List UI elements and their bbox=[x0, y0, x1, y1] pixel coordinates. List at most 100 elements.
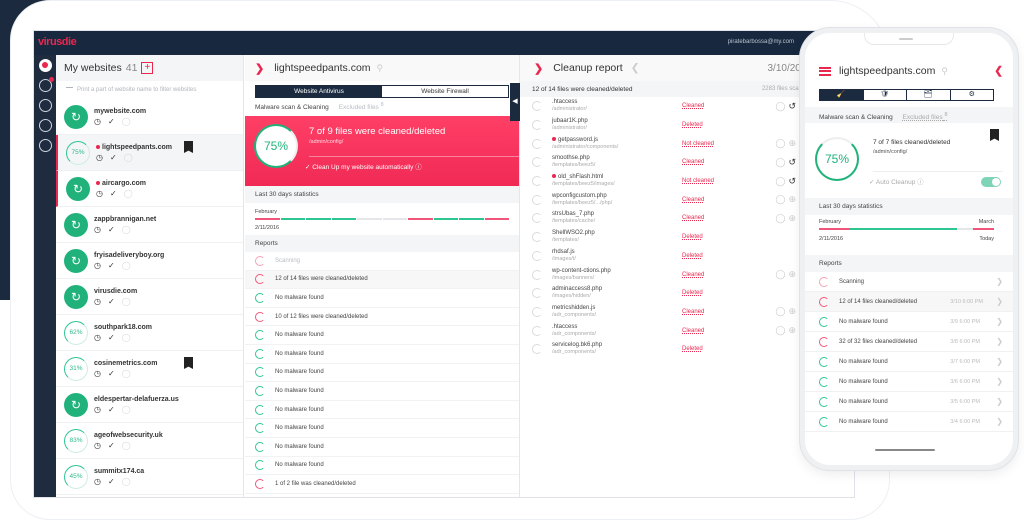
mobile-report-row[interactable]: No malware found 3/7 6:00 PM ❯ bbox=[805, 352, 1013, 372]
antivirus-icon[interactable] bbox=[38, 77, 54, 92]
report-row[interactable]: No malware found bbox=[245, 364, 519, 383]
file-row[interactable]: rhdsaf.js/images/t/ Deleted bbox=[520, 247, 820, 266]
excluded-files-link[interactable]: Excluded files 8 bbox=[902, 112, 948, 122]
cleanup-icon[interactable]: ✓ bbox=[109, 188, 117, 198]
mobile-report-row[interactable]: No malware found 3/4 6:00 PM ❯ bbox=[805, 412, 1013, 432]
add-exclusion-icon[interactable]: ⊕ bbox=[788, 269, 796, 280]
shield-icon[interactable]: ◯ bbox=[121, 116, 131, 126]
website-item[interactable]: itisprotected.com ◷✓◯ bbox=[56, 495, 243, 497]
search-icon[interactable]: ⚲ bbox=[376, 62, 384, 73]
search-icon[interactable]: ⚲ bbox=[941, 65, 948, 76]
shield-icon[interactable]: ◯ bbox=[121, 224, 131, 234]
websites-icon[interactable] bbox=[38, 59, 52, 72]
add-exclusion-icon[interactable]: ⊕ bbox=[788, 194, 796, 205]
clock-icon[interactable]: ◷ bbox=[94, 296, 101, 306]
clock-icon[interactable]: ◷ bbox=[94, 332, 101, 342]
website-item[interactable]: ↻ aircargo.com ◷ ✓ ◯ bbox=[56, 171, 243, 207]
cleanup-icon[interactable]: ✓ bbox=[107, 440, 115, 450]
file-row[interactable]: old_shFlash.html/templates/beez5/images/… bbox=[520, 172, 820, 191]
website-item[interactable]: 45% summitx174.ca ◷ ✓ ◯ bbox=[56, 459, 243, 495]
firewall-icon[interactable] bbox=[38, 99, 52, 112]
tab-firewall[interactable]: Website Firewall bbox=[421, 88, 469, 95]
collapse-handle[interactable]: ◀ bbox=[510, 83, 520, 121]
clock-icon[interactable]: ◷ bbox=[94, 368, 101, 378]
back-icon[interactable]: ❮ bbox=[994, 65, 1003, 77]
file-row[interactable]: getpassword.js/administrator/components/… bbox=[520, 134, 820, 153]
auto-cleanup-link[interactable]: ✓ Clean Up my website automatically ⓘ bbox=[305, 164, 422, 171]
restore-icon[interactable]: ↺ bbox=[788, 175, 796, 186]
file-status-link[interactable]: Deleted bbox=[682, 252, 703, 259]
clock-icon[interactable]: ◷ bbox=[96, 188, 103, 198]
add-exclusion-icon[interactable]: ⊕ bbox=[788, 325, 796, 336]
auto-cleanup-toggle[interactable] bbox=[981, 177, 1001, 187]
file-status-link[interactable]: Cleaned bbox=[682, 271, 705, 278]
filter-input[interactable]: Print a part of website name to filter w… bbox=[56, 81, 243, 99]
report-row[interactable]: Scanning bbox=[245, 252, 519, 271]
website-item[interactable]: 31% cosinemetrics.com ◷ ✓ ◯ bbox=[56, 351, 243, 387]
comment-icon[interactable]: ◯ bbox=[775, 325, 786, 336]
file-row[interactable]: strsUbas_7.php/templates/cache/ Cleaned … bbox=[520, 209, 820, 228]
clock-icon[interactable]: ◷ bbox=[94, 404, 101, 414]
comment-icon[interactable]: ◯ bbox=[775, 306, 786, 317]
shield-icon[interactable]: ◯ bbox=[123, 188, 133, 198]
file-status-link[interactable]: Deleted bbox=[682, 346, 703, 353]
report-row[interactable]: No malware found bbox=[245, 382, 519, 401]
file-status-link[interactable]: Cleaned bbox=[682, 196, 705, 203]
mobile-report-row[interactable]: No malware found 3/9 6:00 PM ❯ bbox=[805, 312, 1013, 332]
shield-icon[interactable]: ◯ bbox=[121, 404, 131, 414]
file-status-link[interactable]: Cleaned bbox=[682, 103, 705, 110]
add-exclusion-icon[interactable]: ⊕ bbox=[788, 138, 796, 149]
file-status-link[interactable]: Not cleaned bbox=[682, 178, 715, 185]
file-row[interactable]: adminaccess8.php/images/hidden/ Deleted bbox=[520, 284, 820, 303]
mobile-report-row[interactable]: 32 of 32 files cleaned/deleted 3/8 6:00 P… bbox=[805, 332, 1013, 352]
report-row[interactable]: 1 of 2 file was cleaned/deleted bbox=[245, 475, 519, 494]
logout-icon[interactable] bbox=[38, 139, 52, 152]
cleanup-icon[interactable]: ✓ bbox=[107, 404, 115, 414]
file-row[interactable]: ShellWSO2.php/templates/ Deleted bbox=[520, 228, 820, 247]
add-website-button[interactable]: + bbox=[141, 62, 154, 74]
report-row[interactable]: No malware found bbox=[245, 401, 519, 420]
website-item[interactable]: ↻ mywebsite.com ◷ ✓ ◯ bbox=[56, 99, 243, 135]
file-status-link[interactable]: Cleaned bbox=[682, 308, 705, 315]
cleanup-icon[interactable]: ✓ bbox=[107, 116, 115, 126]
mobile-report-row[interactable]: No malware found 3/6 6:00 PM ❯ bbox=[805, 372, 1013, 392]
file-status-link[interactable]: Not cleaned bbox=[682, 140, 715, 147]
report-row[interactable]: No malware found bbox=[245, 457, 519, 476]
tab-antivirus[interactable]: Website Antivirus bbox=[256, 86, 382, 97]
file-status-link[interactable]: Deleted bbox=[682, 234, 703, 241]
mobile-report-row[interactable]: Scanning ❯ bbox=[805, 272, 1013, 292]
comment-icon[interactable]: ◯ bbox=[775, 175, 786, 186]
comment-icon[interactable]: ◯ bbox=[775, 138, 786, 149]
share-icon[interactable]: ❮ bbox=[630, 62, 640, 74]
file-row[interactable]: jubaar1K.php/administrator/ Deleted bbox=[520, 116, 820, 135]
timeline-bar[interactable] bbox=[819, 228, 994, 230]
cleanup-icon[interactable]: ✓ bbox=[107, 368, 115, 378]
add-exclusion-icon[interactable]: ⊕ bbox=[788, 306, 796, 317]
cleanup-icon[interactable]: ✓ bbox=[107, 296, 115, 306]
report-row[interactable]: No malware found bbox=[245, 419, 519, 438]
cleanup-icon[interactable]: ✓ bbox=[107, 476, 115, 486]
file-row[interactable]: wp-content-ctions.php/images/banners/ Cl… bbox=[520, 265, 820, 284]
cleanup-icon[interactable]: ✓ bbox=[107, 260, 115, 270]
shield-icon[interactable]: ◯ bbox=[121, 296, 131, 306]
tab-settings[interactable]: ⚙ bbox=[968, 91, 975, 98]
file-row[interactable]: .htaccess/adr_components/ Cleaned ◯ ⊕ bbox=[520, 321, 820, 340]
file-row[interactable]: smoothse.php/templates/beez5/ Cleaned ◯ ↺ bbox=[520, 153, 820, 172]
file-status-link[interactable]: Cleaned bbox=[682, 215, 705, 222]
comment-icon[interactable]: ◯ bbox=[775, 269, 786, 280]
user-email[interactable]: piratebarbossa@my.com bbox=[727, 39, 794, 45]
tab-firewall[interactable]: 🛡 bbox=[864, 90, 907, 100]
file-status-link[interactable]: Cleaned bbox=[682, 327, 705, 334]
report-row[interactable]: No malware found bbox=[245, 345, 519, 364]
menu-icon[interactable] bbox=[819, 66, 831, 76]
shield-icon[interactable]: ◯ bbox=[121, 440, 131, 450]
website-item[interactable]: ↻ fryisadeliveryboy.org ◷ ✓ ◯ bbox=[56, 243, 243, 279]
shield-icon[interactable]: ◯ bbox=[121, 476, 131, 486]
cleanup-icon[interactable]: ✓ bbox=[107, 224, 115, 234]
shield-icon[interactable]: ◯ bbox=[121, 368, 131, 378]
clock-icon[interactable]: ◷ bbox=[94, 440, 101, 450]
shield-icon[interactable]: ◯ bbox=[121, 332, 131, 342]
shield-icon[interactable]: ◯ bbox=[123, 152, 133, 162]
mobile-report-row[interactable]: 12 of 14 files cleaned/deleted 3/10 6:00 … bbox=[805, 292, 1013, 312]
restore-icon[interactable]: ↺ bbox=[788, 100, 796, 111]
